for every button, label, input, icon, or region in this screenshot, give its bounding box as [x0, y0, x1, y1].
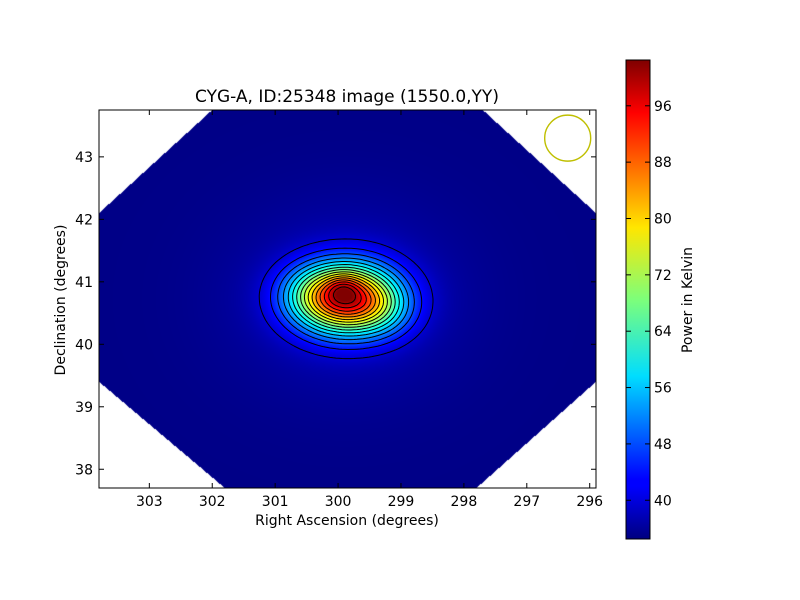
- colorbar-tick-label: 80: [654, 211, 672, 227]
- y-tick-label: 39: [75, 400, 93, 416]
- colorbar-tick-label: 88: [654, 155, 672, 171]
- contour-line: [296, 266, 396, 331]
- y-axis-label: Declination (degrees): [53, 225, 69, 376]
- contour-line: [323, 281, 367, 312]
- y-tick-label: 38: [75, 462, 93, 478]
- y-tick-label: 41: [75, 275, 93, 291]
- y-axis-ticks: 38 39 40 41 42 43: [75, 150, 596, 478]
- x-tick-label: 303: [136, 494, 163, 510]
- y-tick-label: 43: [75, 150, 93, 166]
- chart-title: CYG-A, ID:25348 image (1550.0,YY): [195, 87, 499, 107]
- colorbar-tick-label: 40: [654, 493, 672, 509]
- beam-circle-marker: [543, 114, 592, 162]
- contour-line: [311, 275, 381, 321]
- contour-line: [319, 279, 372, 315]
- heatmap-image: [99, 110, 596, 488]
- contour-line: [300, 269, 392, 328]
- x-tick-label: 296: [576, 494, 603, 510]
- contour-line: [315, 277, 376, 318]
- x-tick-label: 297: [513, 494, 540, 510]
- contour-lines: [258, 238, 434, 360]
- x-axis-label: Right Ascension (degrees): [255, 513, 439, 529]
- x-tick-label: 298: [451, 494, 478, 510]
- contour-line: [270, 247, 423, 350]
- contour-line: [303, 271, 388, 326]
- plot-area: 303 302 301 300 299 298 297 296 38 39 40 41 42 43: [75, 109, 603, 510]
- contour-line: [258, 238, 434, 360]
- x-tick-label: 301: [262, 494, 289, 510]
- y-tick-label: 40: [75, 337, 93, 353]
- y-tick-label: 42: [75, 212, 93, 228]
- x-tick-label: 302: [199, 494, 226, 510]
- colorbar-label: Power in Kelvin: [680, 247, 696, 353]
- colorbar-tick-label: 56: [654, 381, 672, 397]
- contour-line: [287, 261, 405, 337]
- colorbar-tick-label: 64: [654, 324, 672, 340]
- x-tick-label: 299: [388, 494, 415, 510]
- colorbar-tick-label: 96: [654, 99, 672, 115]
- colorbar-tick-label: 48: [654, 437, 672, 453]
- contour-line: [307, 273, 384, 323]
- colorbar-ticks: 40 48 56 64 72 80 88 96: [626, 99, 672, 509]
- colorbar-tick-label: 72: [654, 268, 672, 284]
- plot-frame: [98, 109, 597, 489]
- contour-line: [292, 264, 400, 334]
- contour-line: [277, 253, 415, 345]
- colorbar: 40 48 56 64 72 80 88 96 Power in Kelvin: [625, 59, 696, 540]
- colorbar-gradient: [625, 59, 651, 540]
- x-tick-label: 300: [325, 494, 352, 510]
- x-axis-ticks: 303 302 301 300 299 298 297 296: [136, 110, 603, 510]
- contour-line: [328, 283, 362, 309]
- contour-line: [282, 257, 410, 341]
- contour-line: [332, 286, 357, 305]
